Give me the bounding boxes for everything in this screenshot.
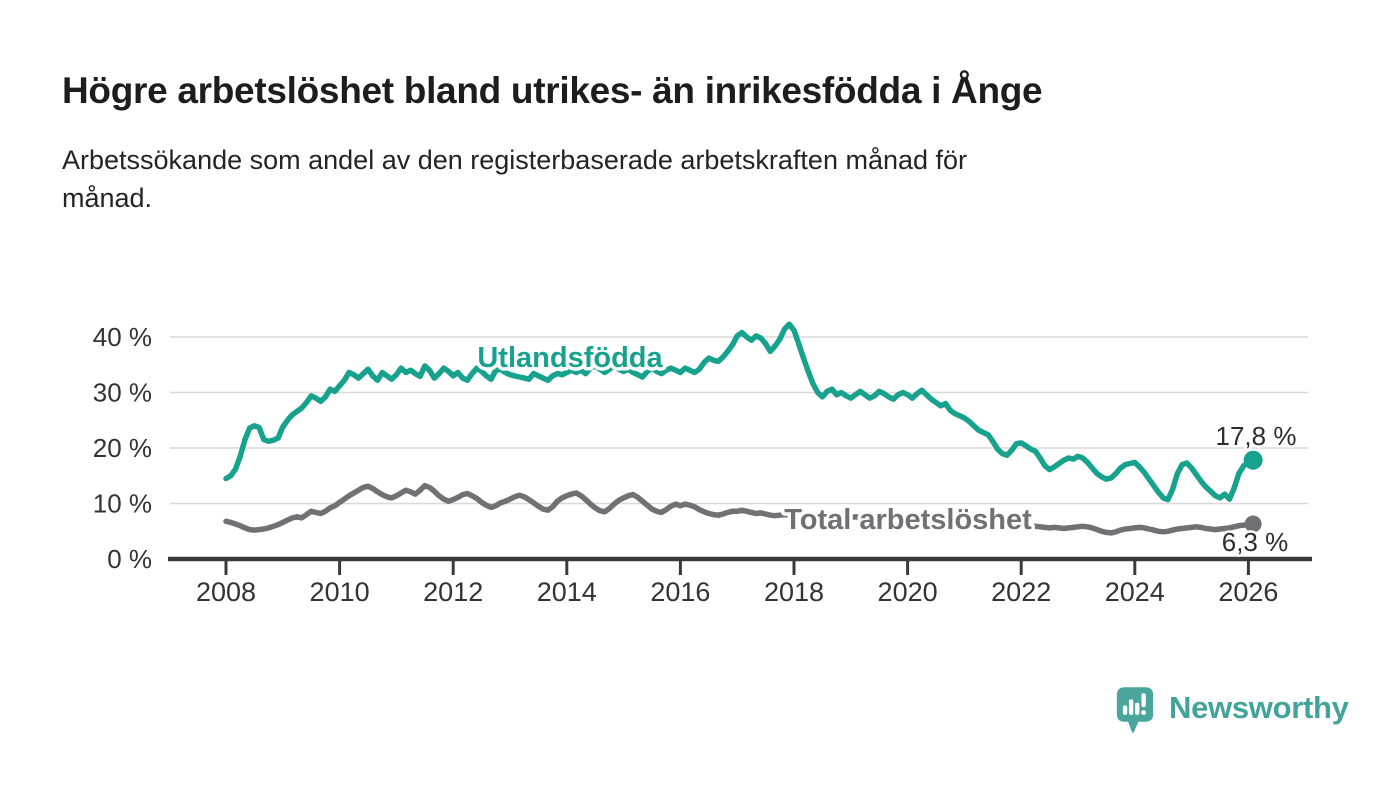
exclamation-dot — [1141, 710, 1147, 715]
y-tick-label-40: 40 % — [93, 322, 152, 352]
end-dot-utlandsfodda — [1243, 450, 1263, 470]
x-tick-label-2018: 2018 — [764, 577, 824, 607]
series-label-total: Total arbetslöshet — [784, 504, 1032, 536]
x-tick-label-2012: 2012 — [423, 577, 483, 607]
end-dot-total — [1244, 515, 1262, 533]
series-label-utlandsfodda: Utlandsfödda — [477, 342, 663, 374]
end-value-label-utlandsfodda: 17,8 % — [1216, 421, 1297, 451]
y-tick-label-0: 0 % — [107, 544, 152, 574]
y-tick-label-30: 30 % — [93, 378, 152, 408]
y-tick-label-20: 20 % — [93, 433, 152, 463]
series-line-total-arbetsl-shet — [223, 482, 1256, 536]
gridlines — [170, 336, 1308, 505]
chart-header: Högre arbetslöshet bland utrikes- än inr… — [62, 0, 1362, 217]
chart-subtitle-line-1: Arbetssökande som andel av den registerb… — [62, 144, 968, 175]
newsworthy-speech-bubble-icon — [1116, 687, 1154, 733]
newsworthy-logo: Newsworthy — [1116, 686, 1349, 742]
series-end-value-labels: 17,8 % 6,3 % — [1213, 419, 1299, 560]
x-tick-label-2020: 2020 — [878, 577, 938, 607]
bar-chart-glyph — [1122, 693, 1147, 715]
page-title: Högre arbetslöshet bland utrikes- än inr… — [62, 70, 1043, 111]
x-tick-label-2014: 2014 — [537, 577, 597, 607]
series-end-dots — [1243, 450, 1263, 533]
x-tick-label-2008: 2008 — [196, 577, 256, 607]
series-lines — [223, 321, 1256, 536]
x-axis: 2008 2010 2012 2014 2016 2018 2020 2022 2024 2026 — [168, 556, 1312, 607]
end-value-label-total: 6,3 % — [1222, 527, 1289, 557]
x-tick-label-2022: 2022 — [991, 577, 1051, 607]
chart-subtitle-line-2: månad. — [62, 182, 153, 213]
x-tick-label-2010: 2010 — [310, 577, 370, 607]
x-tick-label-2026: 2026 — [1218, 577, 1278, 607]
series-inline-labels: Utlandsfödda Total arbetslöshet — [474, 339, 1036, 540]
y-axis-labels: 0 % 10 % 20 % 30 % 40 % — [93, 322, 152, 574]
series-line-utlandsf-dda — [223, 321, 1256, 503]
x-tick-label-2016: 2016 — [650, 577, 710, 607]
x-tick-label-2024: 2024 — [1105, 577, 1165, 607]
brand-name: Newsworthy — [1169, 690, 1349, 725]
chart-subtitle: Arbetssökande som andel av den registerb… — [62, 113, 1362, 217]
y-tick-label-10: 10 % — [93, 489, 152, 519]
